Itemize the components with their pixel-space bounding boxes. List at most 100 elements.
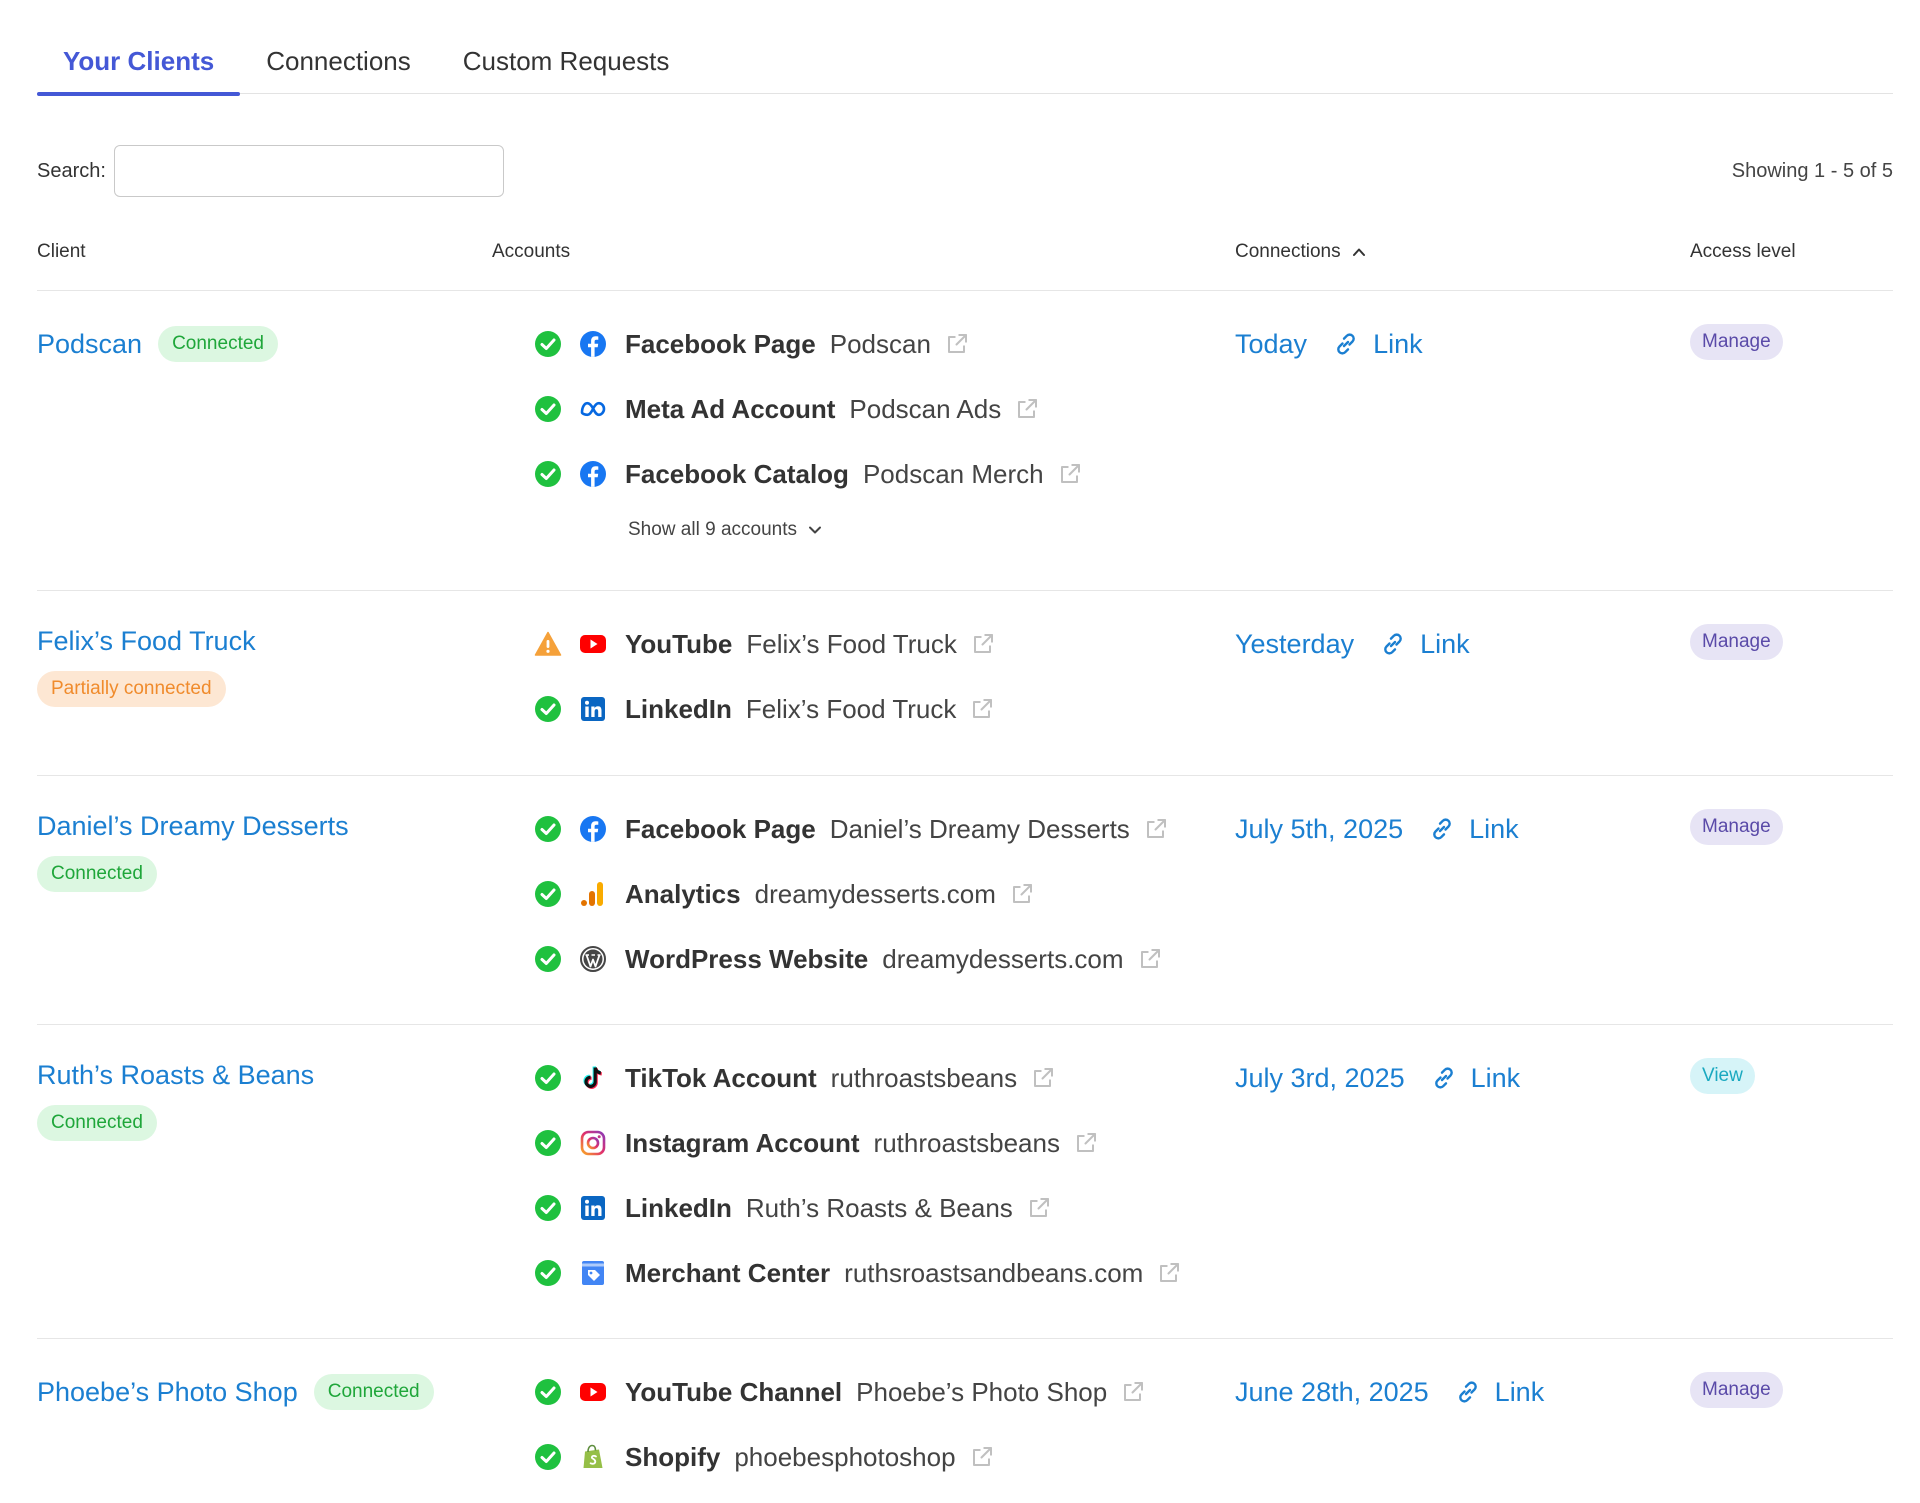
- table-row: Ruth’s Roasts & Beans Connected TikTok Acc…: [37, 1025, 1893, 1339]
- connection-link[interactable]: Link: [1431, 1062, 1521, 1094]
- account-item: YouTube Felix’s Food Truck: [496, 624, 1216, 664]
- instagram-icon: [579, 1129, 607, 1157]
- connections-cell: Yesterday Link: [1235, 624, 1470, 664]
- connection-link[interactable]: Link: [1380, 629, 1470, 660]
- youtube-icon: [579, 1378, 607, 1406]
- check-circle-icon: [534, 1259, 562, 1287]
- client-cell: Ruth’s Roasts & Beans Connected: [37, 1060, 477, 1141]
- table-row: Daniel’s Dreamy Desserts Connected Faceboo…: [37, 776, 1893, 1025]
- show-all-accounts-button[interactable]: Show all 9 accounts: [628, 519, 1216, 541]
- account-name: Felix’s Food Truck: [746, 628, 957, 659]
- client-name-link[interactable]: Felix’s Food Truck: [37, 626, 256, 656]
- access-level-manage-button[interactable]: Manage: [1690, 324, 1783, 360]
- connection-date[interactable]: June 28th, 2025: [1235, 1376, 1429, 1407]
- external-link-icon[interactable]: [970, 1445, 994, 1469]
- account-item: Instagram Account ruthroastsbeans: [496, 1123, 1216, 1163]
- account-name: Ruth’s Roasts & Beans: [745, 1192, 1013, 1223]
- status-badge-wrap: Connected: [37, 842, 477, 892]
- check-circle-icon: [534, 1378, 562, 1406]
- connection-link[interactable]: Link: [1333, 329, 1423, 360]
- account-item: Merchant Center ruthsroastsandbeans.com: [496, 1253, 1216, 1293]
- connection-date[interactable]: Today: [1235, 328, 1308, 359]
- connection-date[interactable]: July 5th, 2025: [1235, 813, 1404, 844]
- shopify-icon: [579, 1443, 607, 1471]
- client-name-link[interactable]: Phoebe’s Photo Shop: [37, 1376, 298, 1407]
- tab-custom-requests[interactable]: Custom Requests: [462, 45, 670, 76]
- access-cell: Manage: [1690, 809, 1783, 845]
- external-link-icon[interactable]: [1031, 1066, 1055, 1090]
- tab-your-clients[interactable]: Your Clients: [37, 28, 241, 96]
- access-cell: View: [1690, 1058, 1755, 1094]
- account-type: WordPress Website: [625, 943, 869, 974]
- account-type: TikTok Account: [625, 1062, 817, 1093]
- account-item: Meta Ad Account Podscan Ads: [496, 389, 1216, 429]
- link-label: Link: [1420, 628, 1470, 659]
- account-item: Analytics dreamydesserts.com: [496, 874, 1216, 914]
- analytics-icon: [579, 880, 607, 908]
- accounts-cell: Facebook Page Daniel’s Dreamy Desserts Ana…: [496, 809, 1216, 1004]
- column-header-access-level[interactable]: Access level: [1690, 241, 1796, 262]
- chevron-down-icon: [807, 522, 823, 538]
- column-header-client[interactable]: Client: [37, 241, 86, 262]
- warning-icon: [534, 630, 562, 658]
- access-level-manage-button[interactable]: Manage: [1690, 1372, 1783, 1408]
- access-level-manage-button[interactable]: Manage: [1690, 624, 1783, 660]
- tab-connections[interactable]: Connections: [266, 45, 411, 76]
- search-input[interactable]: [113, 145, 504, 197]
- status-badge: Connected: [313, 1374, 434, 1410]
- account-type: Analytics: [625, 878, 741, 909]
- account-item: Facebook Page Daniel’s Dreamy Desserts: [496, 809, 1216, 849]
- accounts-cell: YouTube Channel Phoebe’s Photo Shop Shopif…: [496, 1372, 1216, 1502]
- external-link-icon[interactable]: [1015, 397, 1039, 421]
- connection-link[interactable]: Link: [1455, 1377, 1544, 1408]
- account-name: Podscan: [829, 328, 931, 359]
- account-name: Podscan Ads: [849, 393, 1002, 424]
- external-link-icon[interactable]: [1144, 817, 1168, 841]
- external-link-icon[interactable]: [1121, 1380, 1145, 1404]
- account-name: dreamydesserts.com: [882, 943, 1124, 974]
- connection-link[interactable]: Link: [1429, 814, 1519, 845]
- client-cell: Felix’s Food Truck Partially connected: [37, 626, 477, 707]
- column-header-connections[interactable]: Connections: [1235, 241, 1367, 263]
- external-link-icon[interactable]: [1157, 1261, 1181, 1285]
- accounts-cell: TikTok Account ruthroastsbeans Instagram A…: [496, 1058, 1216, 1318]
- check-circle-icon: [534, 1129, 562, 1157]
- status-badge-wrap: Partially connected: [37, 657, 477, 707]
- client-name-link[interactable]: Daniel’s Dreamy Desserts: [37, 811, 349, 841]
- client-name-link[interactable]: Ruth’s Roasts & Beans: [37, 1060, 315, 1090]
- column-header-accounts[interactable]: Accounts: [492, 241, 571, 262]
- pagination-summary: Showing 1 - 5 of 5: [1731, 159, 1893, 182]
- account-name: ruthroastsbeans: [873, 1127, 1060, 1158]
- external-link-icon[interactable]: [971, 632, 995, 656]
- show-all-label: Show all 9 accounts: [628, 519, 797, 540]
- tab-bar: Your Clients Connections Custom Requests: [37, 28, 1893, 96]
- client-cell: Phoebe’s Photo Shop Connected: [37, 1374, 477, 1410]
- check-circle-icon: [534, 815, 562, 843]
- account-name: ruthroastsbeans: [830, 1062, 1018, 1093]
- access-level-manage-button[interactable]: Manage: [1690, 809, 1783, 845]
- client-cell: Podscan Connected: [37, 326, 477, 362]
- account-type: YouTube Channel: [625, 1376, 843, 1407]
- connection-date[interactable]: Yesterday: [1235, 628, 1355, 659]
- status-badge: Connected: [37, 856, 157, 892]
- link-label: Link: [1470, 1062, 1521, 1093]
- table-row: Felix’s Food Truck Partially connected You…: [37, 591, 1893, 776]
- external-link-icon[interactable]: [1010, 882, 1034, 906]
- external-link-icon[interactable]: [1058, 462, 1082, 486]
- connection-date[interactable]: July 3rd, 2025: [1235, 1062, 1405, 1093]
- status-badge: Connected: [158, 326, 278, 362]
- account-item: Shopify phoebesphotoshop: [496, 1437, 1216, 1477]
- external-link-icon[interactable]: [945, 332, 969, 356]
- check-circle-icon: [534, 330, 562, 358]
- wordpress-icon: [579, 945, 607, 973]
- external-link-icon[interactable]: [1074, 1131, 1098, 1155]
- client-name-link[interactable]: Podscan: [37, 328, 143, 359]
- external-link-icon[interactable]: [970, 697, 994, 721]
- external-link-icon[interactable]: [1027, 1196, 1051, 1220]
- tiktok-icon: [579, 1064, 607, 1092]
- access-level-view-button[interactable]: View: [1690, 1058, 1755, 1094]
- external-link-icon[interactable]: [1138, 947, 1162, 971]
- account-type: YouTube: [625, 628, 733, 659]
- account-item: YouTube Channel Phoebe’s Photo Shop: [496, 1372, 1216, 1412]
- connections-cell: Today Link: [1235, 324, 1423, 364]
